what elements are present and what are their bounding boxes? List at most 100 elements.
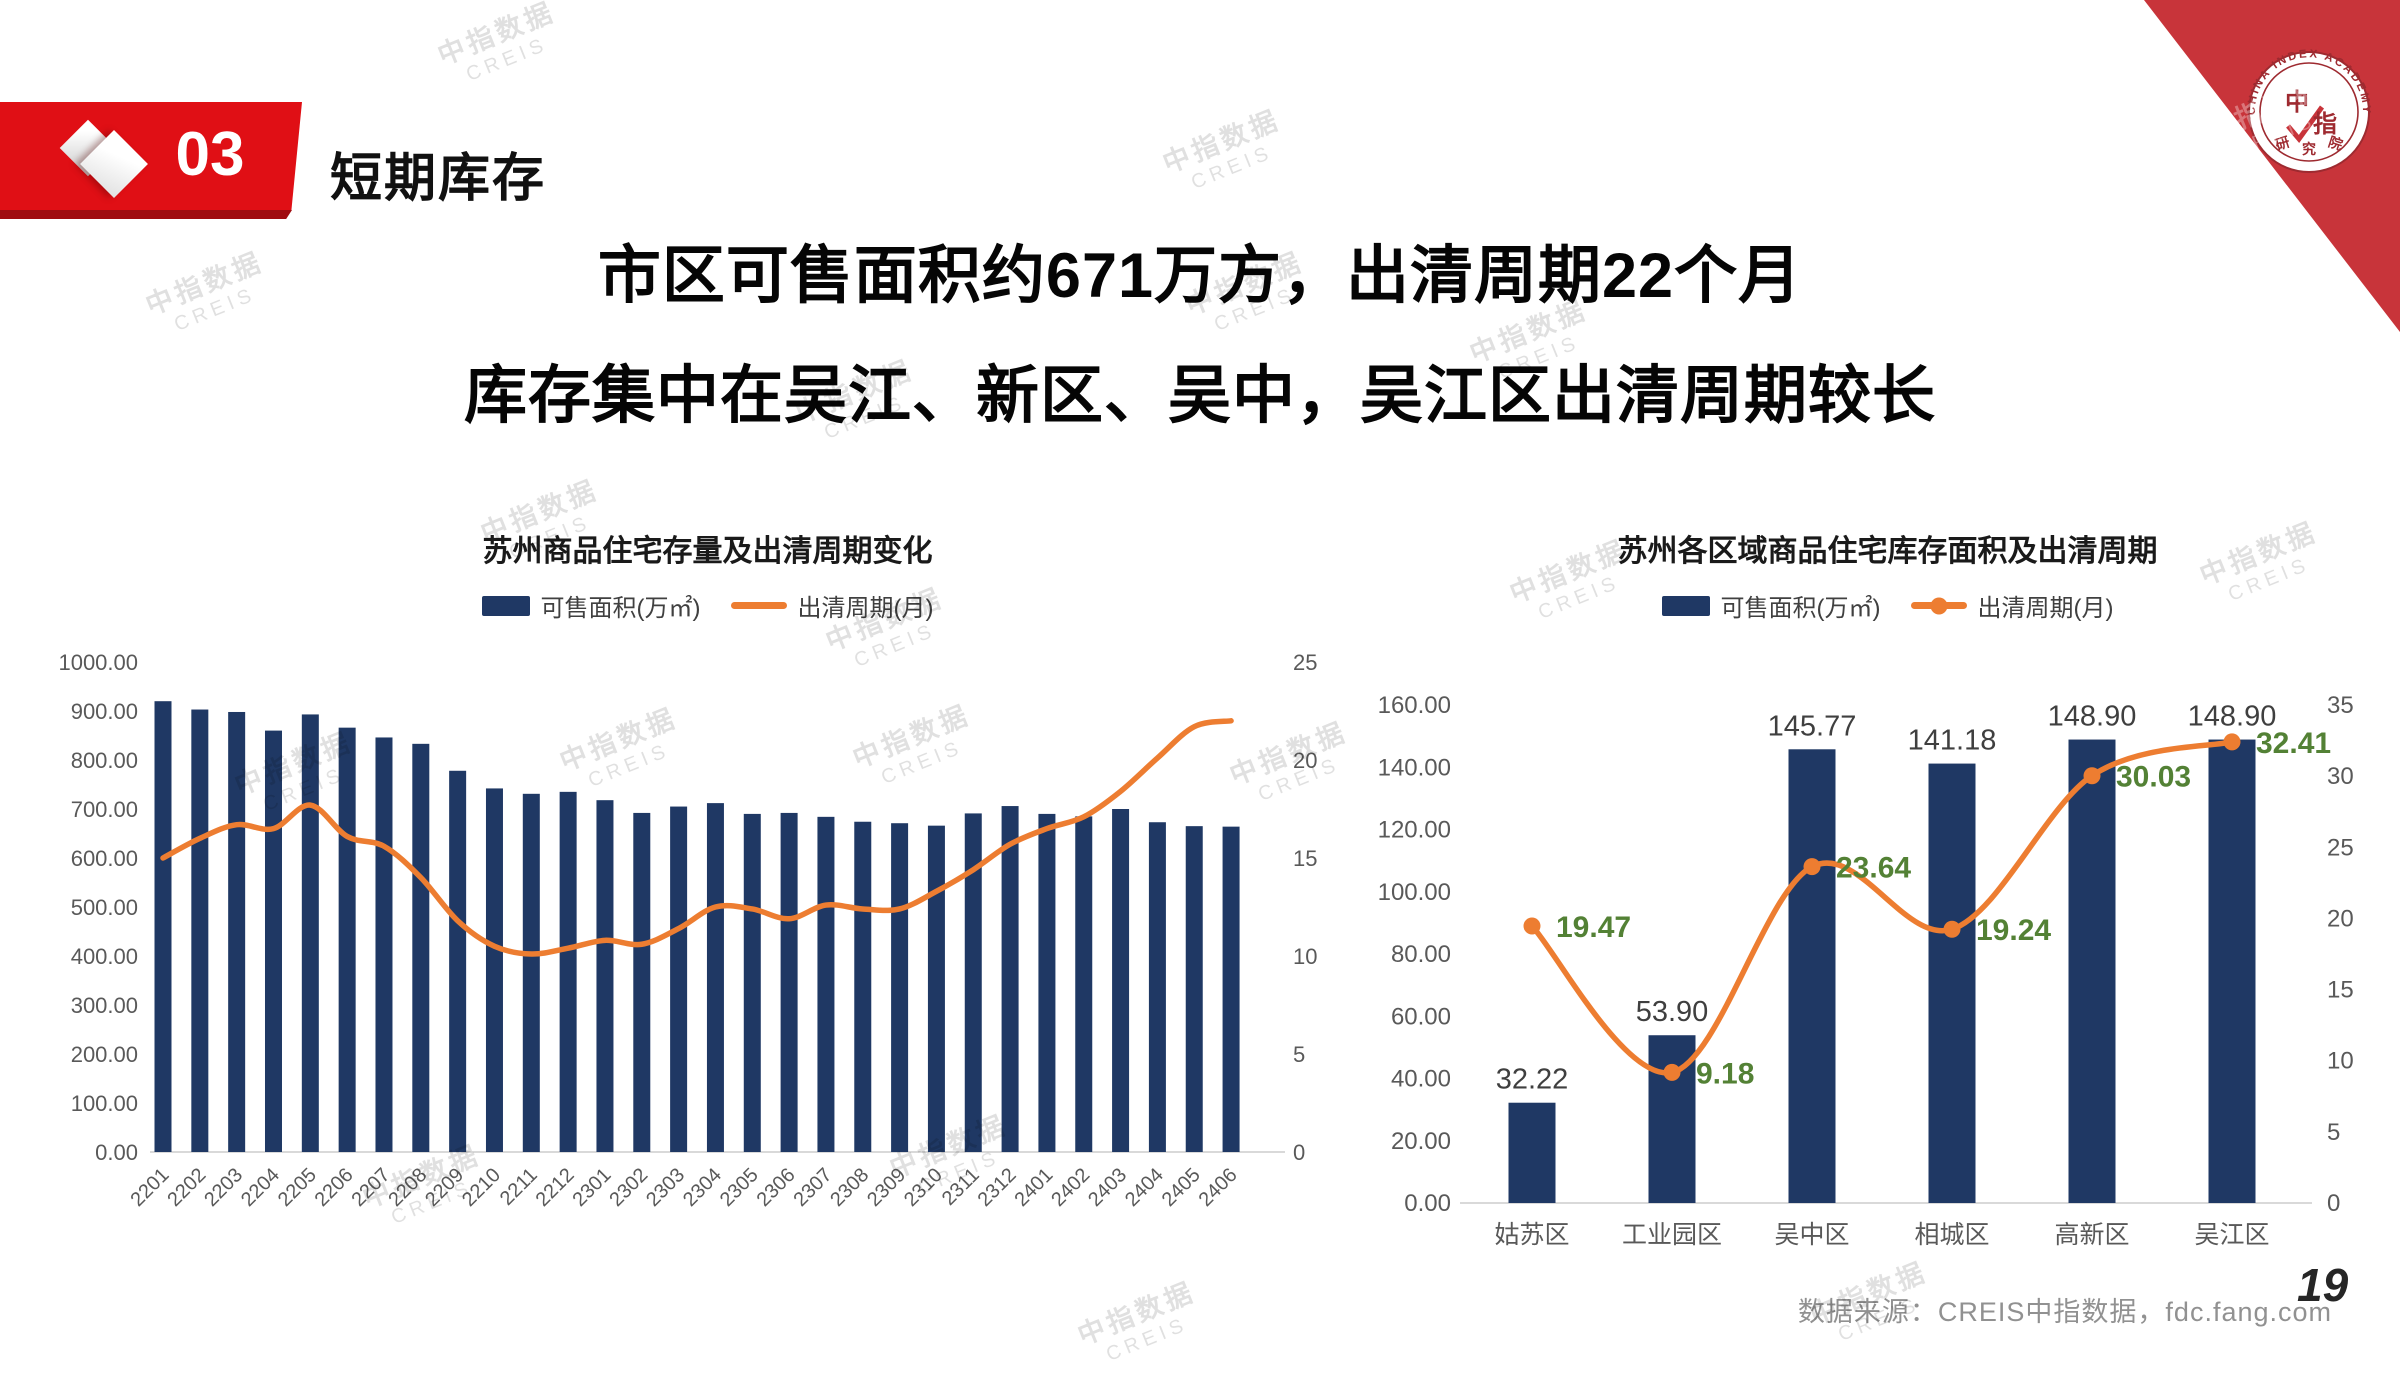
seal-center-text-1: 中 <box>2285 89 2309 116</box>
bar-2210 <box>485 788 503 1152</box>
y-axis-left-labels: 0.00 20.00 40.00 60.00 80.00 100.00 120.00 140.… <box>1378 692 1451 1217</box>
bar-2211 <box>522 793 540 1152</box>
bar-series <box>154 701 1240 1152</box>
svg-text:140.00: 140.00 <box>1378 754 1451 781</box>
svg-text:0.00: 0.00 <box>1404 1190 1451 1217</box>
bar-2205 <box>301 714 319 1152</box>
legend-item-bar: 可售面积(万㎡) <box>481 588 701 623</box>
legend-label: 出清周期(月) <box>1977 595 2114 622</box>
seal-center-text-2: 指 <box>2313 111 2337 138</box>
headline-line-2: 库存集中在吴江、新区、吴中，吴江区出清周期较长 <box>464 361 1936 431</box>
bar-swatch-icon <box>1661 595 1710 616</box>
svg-text:19.24: 19.24 <box>1976 914 2051 947</box>
seal-bottom-text: 究 <box>2302 141 2316 157</box>
svg-text:2211: 2211 <box>496 1164 542 1210</box>
legend-item-bar: 可售面积(万㎡) <box>1661 588 1881 623</box>
svg-text:2301: 2301 <box>568 1164 615 1211</box>
svg-text:2310: 2310 <box>900 1164 947 1211</box>
line-swatch-icon <box>730 602 787 609</box>
section-title: 短期库存 <box>330 150 547 208</box>
svg-text:2312: 2312 <box>974 1164 1021 1211</box>
svg-text:2406: 2406 <box>1195 1164 1242 1211</box>
svg-text:100.00: 100.00 <box>71 1091 138 1116</box>
line-markers <box>1523 733 2241 1081</box>
svg-text:2311: 2311 <box>938 1164 984 1210</box>
svg-text:2208: 2208 <box>384 1164 431 1211</box>
svg-text:500.00: 500.00 <box>71 895 138 920</box>
svg-text:吴中区: 吴中区 <box>1774 1221 1849 1249</box>
svg-text:2305: 2305 <box>716 1164 763 1211</box>
bar-2203 <box>228 711 246 1152</box>
bar-吴江区 <box>2208 739 2256 1203</box>
bar-value-labels: 32.22 53.90 145.77 141.18 148.90 148.90 <box>1496 701 2277 1096</box>
svg-text:148.90: 148.90 <box>2048 701 2137 733</box>
bar-高新区 <box>2068 739 2116 1203</box>
svg-text:80.00: 80.00 <box>1391 941 1451 968</box>
svg-text:2404: 2404 <box>1121 1164 1168 1211</box>
bar-2202 <box>191 709 209 1152</box>
svg-text:2201: 2201 <box>127 1164 174 1211</box>
svg-text:40.00: 40.00 <box>1391 1066 1451 1093</box>
bar-2207 <box>375 737 393 1152</box>
svg-text:院: 院 <box>2326 133 2344 153</box>
svg-text:15: 15 <box>2327 977 2354 1004</box>
section-banner: 03 <box>0 102 302 210</box>
svg-text:5: 5 <box>1293 1042 1305 1067</box>
legend-label: 可售面积(万㎡) <box>1720 595 1881 622</box>
svg-text:20: 20 <box>2327 905 2354 932</box>
bar-2406 <box>1222 826 1240 1152</box>
marker-姑苏区 <box>1523 917 1541 935</box>
y-axis-right-labels: 0 5 10 15 20 25 <box>1293 650 1317 1165</box>
svg-text:53.90: 53.90 <box>1636 996 1709 1028</box>
svg-text:300.00: 300.00 <box>71 993 138 1018</box>
svg-text:600.00: 600.00 <box>71 846 138 871</box>
bar-2402 <box>1075 816 1093 1152</box>
svg-text:148.90: 148.90 <box>2188 701 2277 733</box>
svg-text:800.00: 800.00 <box>71 748 138 773</box>
svg-text:20: 20 <box>1293 748 1317 773</box>
svg-text:2304: 2304 <box>679 1164 726 1211</box>
svg-text:高新区: 高新区 <box>2054 1221 2129 1249</box>
svg-text:2403: 2403 <box>1084 1164 1131 1211</box>
svg-text:2307: 2307 <box>789 1164 836 1211</box>
right-chart-title: 苏州各区域商品住宅库存面积及出清周期 <box>1617 535 2158 568</box>
marker-高新区 <box>2083 767 2101 785</box>
bar-2206 <box>338 727 356 1152</box>
svg-text:姑苏区: 姑苏区 <box>1494 1221 1569 1249</box>
svg-text:141.18: 141.18 <box>1908 725 1997 757</box>
x-axis-labels: 姑苏区 工业园区 吴中区 相城区 高新区 吴江区 <box>1494 1221 2269 1249</box>
svg-text:2206: 2206 <box>311 1164 358 1211</box>
svg-text:2402: 2402 <box>1047 1164 1094 1211</box>
svg-text:1000.00: 1000.00 <box>58 650 138 675</box>
bar-2304 <box>706 803 724 1152</box>
svg-text:10: 10 <box>2327 1048 2354 1075</box>
legend-item-line: 出清周期(月) <box>730 588 933 623</box>
corner-logo: CHINA INDEX ACADEMY 中 指 研 究 院 <box>2144 0 2400 332</box>
svg-text:32.22: 32.22 <box>1496 1064 1569 1096</box>
svg-text:工业园区: 工业园区 <box>1622 1221 1722 1249</box>
bar-swatch-icon <box>481 595 530 616</box>
svg-text:5: 5 <box>2327 1119 2340 1146</box>
svg-text:400.00: 400.00 <box>71 944 138 969</box>
bar-2305 <box>743 813 761 1152</box>
svg-text:2308: 2308 <box>826 1164 873 1211</box>
svg-text:2202: 2202 <box>163 1164 210 1211</box>
svg-text:2210: 2210 <box>458 1164 505 1211</box>
svg-text:2207: 2207 <box>347 1164 394 1211</box>
bar-2310 <box>927 825 945 1152</box>
bar-2404 <box>1148 822 1166 1152</box>
bar-姑苏区 <box>1508 1102 1556 1203</box>
svg-text:60.00: 60.00 <box>1391 1003 1451 1030</box>
line-marker-swatch-icon <box>1910 597 1967 614</box>
headline-line-1: 市区可售面积约671万方，出清周期22个月 <box>597 241 1803 311</box>
svg-text:100.00: 100.00 <box>1378 879 1451 906</box>
svg-text:32.41: 32.41 <box>2256 727 2331 760</box>
marker-工业园区 <box>1663 1063 1681 1081</box>
svg-text:2204: 2204 <box>237 1164 284 1211</box>
y-axis-right-labels: 0 5 10 15 20 25 30 35 <box>2327 692 2354 1217</box>
svg-text:0: 0 <box>2327 1190 2340 1217</box>
svg-text:25: 25 <box>2327 834 2354 861</box>
